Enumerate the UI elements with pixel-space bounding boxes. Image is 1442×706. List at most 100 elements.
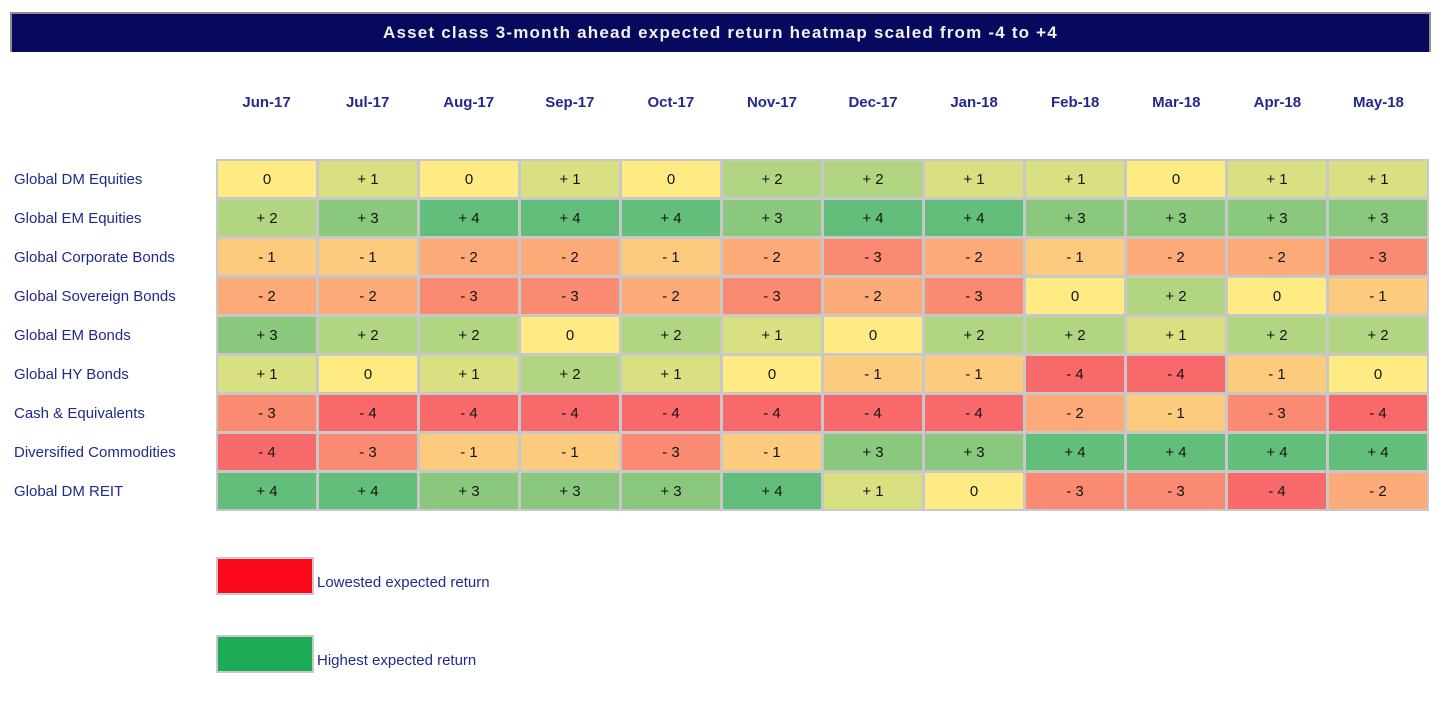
- heatmap-cell: + 4: [925, 200, 1023, 236]
- row-label: Global EM Equities: [14, 209, 142, 227]
- heatmap-cell: - 2: [218, 278, 316, 314]
- heatmap-cell: + 3: [723, 200, 821, 236]
- heatmap-cell: + 2: [1329, 317, 1427, 353]
- column-header: Mar-18: [1152, 94, 1201, 111]
- heatmap-cell: + 2: [1127, 278, 1225, 314]
- heatmap-cell: - 4: [925, 395, 1023, 431]
- heatmap-cell: + 1: [723, 317, 821, 353]
- heatmap-cell: - 4: [420, 395, 518, 431]
- heatmap-cell: - 3: [420, 278, 518, 314]
- heatmap-cell: + 3: [521, 473, 619, 509]
- heatmap-cell: + 1: [319, 161, 417, 197]
- heatmap-cell: + 2: [319, 317, 417, 353]
- heatmap-cell: 0: [824, 317, 922, 353]
- column-header: Jul-17: [345, 94, 390, 111]
- heatmap-cell: - 3: [1026, 473, 1124, 509]
- heatmap-cell: - 3: [925, 278, 1023, 314]
- column-header: Jan-18: [950, 94, 998, 111]
- heatmap-cell: - 1: [925, 356, 1023, 392]
- heatmap-cell: - 4: [521, 395, 619, 431]
- heatmap-cell: + 2: [723, 161, 821, 197]
- heatmap-cell: 0: [420, 161, 518, 197]
- heatmap-cell: - 4: [622, 395, 720, 431]
- column-header: Nov-17: [746, 94, 797, 111]
- heatmap-cell: - 2: [1127, 239, 1225, 275]
- heatmap-cell: - 2: [420, 239, 518, 275]
- heatmap-cell: 0: [521, 317, 619, 353]
- heatmap-cell: + 4: [622, 200, 720, 236]
- legend-item-highest: Highest expected return: [216, 635, 476, 673]
- heatmap-cell: - 1: [824, 356, 922, 392]
- heatmap-cell: + 3: [925, 434, 1023, 470]
- heatmap-cell: - 4: [723, 395, 821, 431]
- heatmap-cell: + 1: [420, 356, 518, 392]
- legend-high-label: Highest expected return: [317, 652, 477, 669]
- legend-low-label: Lowested expected return: [317, 574, 490, 591]
- heatmap-cell: + 1: [218, 356, 316, 392]
- column-header: May-18: [1353, 94, 1404, 111]
- heatmap-cell: - 2: [824, 278, 922, 314]
- heatmap-cell: + 4: [420, 200, 518, 236]
- row-label: Global DM Equities: [14, 170, 143, 188]
- heatmap-cell: + 2: [420, 317, 518, 353]
- heatmap-cell: - 1: [1026, 239, 1124, 275]
- heatmap-cell: - 3: [1127, 473, 1225, 509]
- page-title: Asset class 3-month ahead expected retur…: [383, 23, 1058, 42]
- legend-item-lowest: Lowested expected return: [216, 557, 490, 595]
- heatmap-cell: - 3: [1329, 239, 1427, 275]
- heatmap-cell: + 4: [723, 473, 821, 509]
- heatmap-cell: - 2: [319, 278, 417, 314]
- heatmap-cell: + 3: [622, 473, 720, 509]
- heatmap-cell: + 1: [925, 161, 1023, 197]
- heatmap-cell: + 2: [218, 200, 316, 236]
- title-bar: Asset class 3-month ahead expected retur…: [10, 12, 1431, 52]
- heatmap-cell: - 1: [420, 434, 518, 470]
- column-header: Sep-17: [545, 94, 595, 111]
- row-label: Cash & Equivalents: [14, 404, 145, 422]
- heatmap-cell: + 3: [1026, 200, 1124, 236]
- heatmap-cell: - 3: [319, 434, 417, 470]
- legend-low-swatch: [216, 557, 314, 595]
- heatmap-cell: 0: [319, 356, 417, 392]
- heatmap-cell: - 2: [1329, 473, 1427, 509]
- heatmap-cell: + 2: [622, 317, 720, 353]
- heatmap-cell: + 1: [1127, 317, 1225, 353]
- heatmap-cell: - 2: [1228, 239, 1326, 275]
- heatmap-cell: - 4: [1026, 356, 1124, 392]
- heatmap-cell: + 1: [824, 473, 922, 509]
- heatmap-cell: - 1: [723, 434, 821, 470]
- heatmap-cell: 0: [622, 161, 720, 197]
- heatmap-cell: - 3: [521, 278, 619, 314]
- heatmap-cell: + 3: [824, 434, 922, 470]
- row-labels: Global DM Equities Global EM Equities Glob…: [14, 159, 212, 511]
- heatmap-cell: + 3: [1329, 200, 1427, 236]
- row-label: Diversified Commodities: [14, 443, 176, 461]
- heatmap-cell: - 3: [622, 434, 720, 470]
- heatmap-grid: 0 + 1 0 + 1 0 + 2 + 2 + 1 + 1 0 + 1 + 1 + 2 + 3 + 4 + 4…: [216, 159, 1429, 511]
- heatmap-cell: - 1: [521, 434, 619, 470]
- heatmap-cell: - 4: [1127, 356, 1225, 392]
- column-header: Apr-18: [1253, 94, 1302, 111]
- heatmap-cell: + 4: [1127, 434, 1225, 470]
- heatmap-cell: + 4: [218, 473, 316, 509]
- heatmap-cell: - 4: [218, 434, 316, 470]
- heatmap-cell: + 3: [420, 473, 518, 509]
- heatmap-cell: - 3: [218, 395, 316, 431]
- heatmap-cell: + 4: [1026, 434, 1124, 470]
- heatmap-cell: 0: [925, 473, 1023, 509]
- heatmap-cell: 0: [1026, 278, 1124, 314]
- heatmap-cell: + 4: [824, 200, 922, 236]
- heatmap-cell: - 1: [622, 239, 720, 275]
- heatmap-cell: + 3: [1228, 200, 1326, 236]
- heatmap-cell: 0: [1329, 356, 1427, 392]
- column-header: Aug-17: [443, 94, 495, 111]
- heatmap-cell: - 1: [319, 239, 417, 275]
- row-label: Global EM Bonds: [14, 326, 131, 344]
- heatmap-cell: + 3: [319, 200, 417, 236]
- heatmap-cell: - 1: [218, 239, 316, 275]
- heatmap-cell: 0: [723, 356, 821, 392]
- heatmap-cell: - 2: [521, 239, 619, 275]
- heatmap-cell: + 4: [521, 200, 619, 236]
- heatmap-cell: 0: [1127, 161, 1225, 197]
- heatmap-cell: 0: [218, 161, 316, 197]
